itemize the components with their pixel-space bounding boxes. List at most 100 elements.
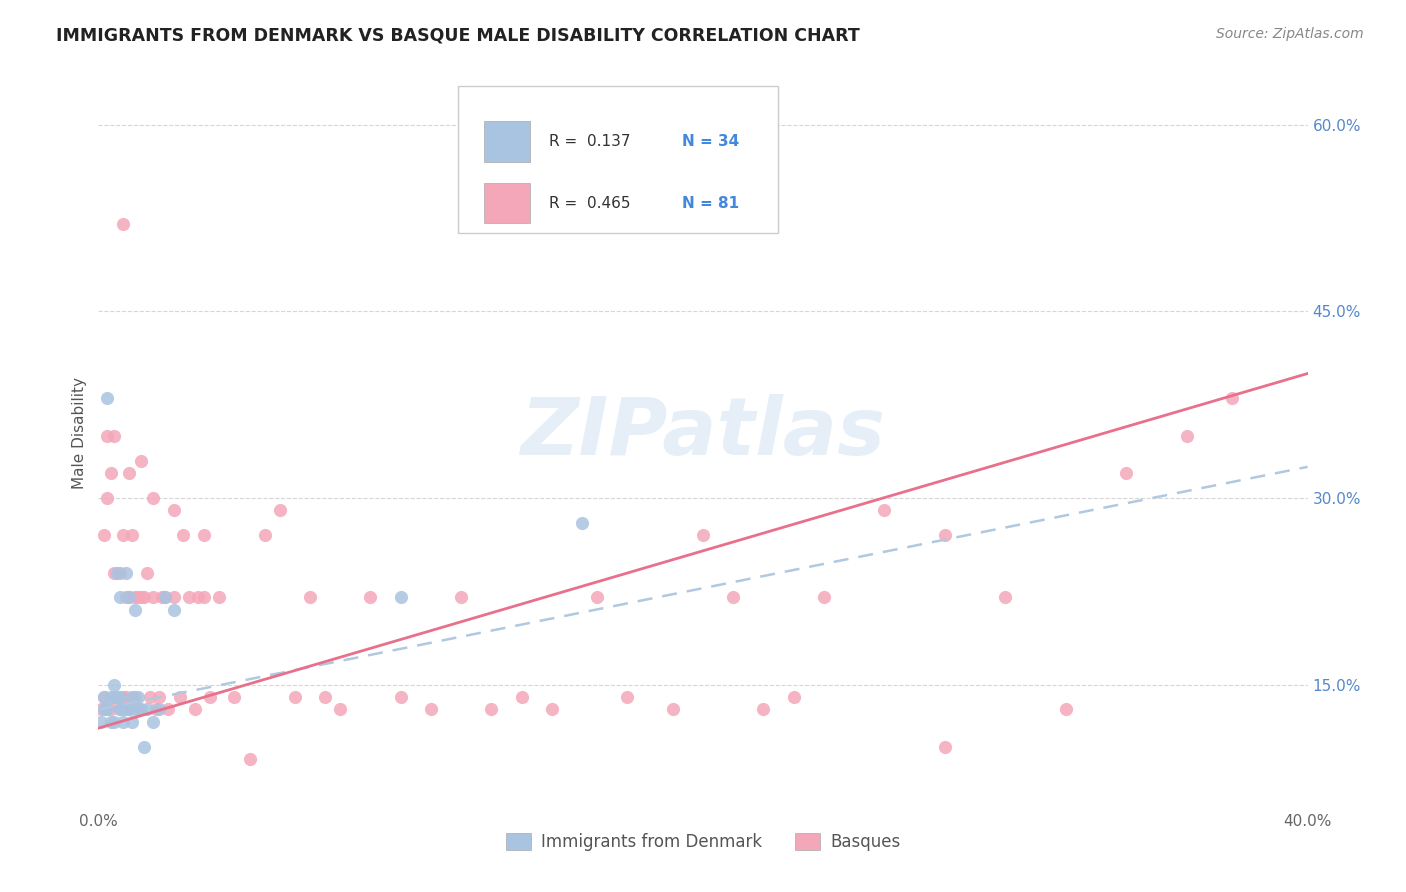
Point bbox=[96, 491, 118, 505]
Point bbox=[163, 503, 186, 517]
Point bbox=[187, 591, 209, 605]
Point bbox=[510, 690, 533, 704]
Point bbox=[111, 528, 134, 542]
Point bbox=[103, 714, 125, 729]
Point bbox=[90, 714, 112, 729]
Point bbox=[118, 702, 141, 716]
Point bbox=[813, 591, 835, 605]
Point bbox=[103, 690, 125, 704]
Point bbox=[108, 566, 131, 580]
Point bbox=[172, 528, 194, 542]
FancyBboxPatch shape bbox=[484, 121, 530, 162]
Point bbox=[934, 739, 956, 754]
Point bbox=[934, 528, 956, 542]
Point bbox=[118, 591, 141, 605]
Point bbox=[389, 690, 412, 704]
Point bbox=[100, 690, 122, 704]
Point bbox=[139, 690, 162, 704]
Point bbox=[269, 503, 291, 517]
Point bbox=[129, 591, 152, 605]
Point bbox=[105, 690, 128, 704]
Point bbox=[723, 591, 745, 605]
Point bbox=[142, 491, 165, 505]
Point bbox=[142, 591, 165, 605]
Point bbox=[118, 466, 141, 480]
Point bbox=[93, 528, 115, 542]
Point bbox=[127, 591, 149, 605]
Point bbox=[692, 528, 714, 542]
Point bbox=[389, 591, 412, 605]
Point bbox=[1054, 702, 1077, 716]
Point bbox=[200, 690, 222, 704]
Point bbox=[121, 528, 143, 542]
Point bbox=[1220, 392, 1243, 406]
Point bbox=[184, 702, 207, 716]
Point bbox=[145, 702, 167, 716]
Point bbox=[661, 702, 683, 716]
Point bbox=[586, 591, 609, 605]
Point bbox=[96, 702, 118, 716]
Point bbox=[314, 690, 336, 704]
Point bbox=[193, 528, 215, 542]
Point bbox=[111, 217, 134, 231]
Point bbox=[132, 591, 155, 605]
Point bbox=[103, 677, 125, 691]
Text: ZIPatlas: ZIPatlas bbox=[520, 393, 886, 472]
Point bbox=[100, 702, 122, 716]
Point bbox=[163, 603, 186, 617]
Point bbox=[156, 702, 179, 716]
Point bbox=[127, 690, 149, 704]
Point bbox=[616, 690, 638, 704]
Point bbox=[127, 702, 149, 716]
Point bbox=[148, 702, 170, 716]
Point bbox=[169, 690, 191, 704]
Point bbox=[299, 591, 322, 605]
Point bbox=[93, 702, 115, 716]
Point bbox=[100, 714, 122, 729]
Point bbox=[752, 702, 775, 716]
Point bbox=[148, 690, 170, 704]
Text: N = 34: N = 34 bbox=[682, 134, 740, 149]
Point bbox=[571, 516, 593, 530]
Point bbox=[121, 690, 143, 704]
Point bbox=[105, 690, 128, 704]
Point bbox=[124, 603, 146, 617]
Point bbox=[224, 690, 246, 704]
Point bbox=[179, 591, 201, 605]
Point bbox=[873, 503, 896, 517]
Point bbox=[108, 702, 131, 716]
Point bbox=[135, 566, 157, 580]
Point bbox=[360, 591, 382, 605]
Point bbox=[1115, 466, 1137, 480]
Text: Source: ZipAtlas.com: Source: ZipAtlas.com bbox=[1216, 27, 1364, 41]
Point bbox=[481, 702, 503, 716]
Point bbox=[132, 739, 155, 754]
Point bbox=[121, 714, 143, 729]
Point bbox=[153, 591, 176, 605]
Legend: Immigrants from Denmark, Basques: Immigrants from Denmark, Basques bbox=[499, 826, 907, 857]
Point bbox=[450, 591, 472, 605]
Point bbox=[783, 690, 806, 704]
Text: IMMIGRANTS FROM DENMARK VS BASQUE MALE DISABILITY CORRELATION CHART: IMMIGRANTS FROM DENMARK VS BASQUE MALE D… bbox=[56, 27, 860, 45]
Point bbox=[253, 528, 276, 542]
Point bbox=[108, 690, 131, 704]
FancyBboxPatch shape bbox=[484, 183, 530, 224]
Point bbox=[93, 690, 115, 704]
Point bbox=[103, 428, 125, 442]
Point bbox=[239, 752, 262, 766]
Point bbox=[124, 690, 146, 704]
Point bbox=[150, 591, 173, 605]
Point bbox=[114, 690, 136, 704]
Point bbox=[994, 591, 1017, 605]
Point bbox=[329, 702, 352, 716]
Point bbox=[100, 466, 122, 480]
Point bbox=[284, 690, 307, 704]
Point bbox=[108, 591, 131, 605]
Point bbox=[142, 714, 165, 729]
Point bbox=[114, 702, 136, 716]
Text: R =  0.137: R = 0.137 bbox=[550, 134, 631, 149]
Point bbox=[540, 702, 562, 716]
Point bbox=[111, 690, 134, 704]
Point bbox=[114, 566, 136, 580]
Text: R =  0.465: R = 0.465 bbox=[550, 195, 631, 211]
